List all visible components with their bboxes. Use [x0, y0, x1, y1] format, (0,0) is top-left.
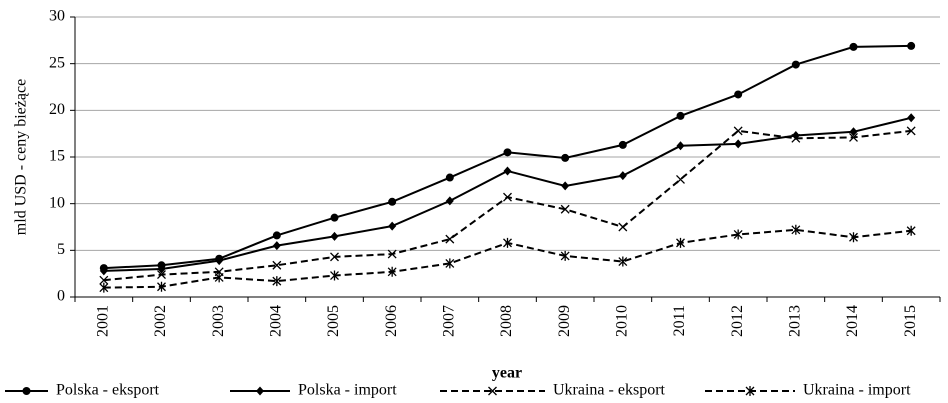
- marker: [503, 166, 512, 176]
- marker: [907, 113, 916, 123]
- marker: [272, 241, 281, 251]
- marker: [157, 270, 166, 280]
- marker: [256, 386, 264, 396]
- x-tick-label: 2002: [152, 305, 169, 337]
- marker: [676, 111, 685, 120]
- marker: [214, 272, 224, 283]
- x-tick-label: 2003: [210, 305, 227, 337]
- marker: [503, 192, 512, 202]
- marker: [99, 266, 108, 276]
- series-line: [103, 116, 912, 272]
- x-tick-label: 2012: [729, 305, 746, 337]
- legend-label: Polska - eksport: [56, 382, 160, 399]
- marker: [387, 249, 397, 259]
- marker: [849, 132, 858, 142]
- marker: [330, 270, 339, 281]
- marker: [330, 252, 339, 262]
- x-tick-label: 2005: [325, 305, 342, 337]
- marker: [676, 237, 685, 248]
- legend-label: Ukraina - import: [803, 382, 911, 399]
- marker: [445, 196, 454, 206]
- marker: [99, 282, 109, 293]
- marker: [745, 386, 755, 396]
- marker: [618, 222, 628, 232]
- y-tick-label: 25: [49, 54, 65, 71]
- x-tick-label: 2010: [614, 305, 631, 337]
- y-tick-label: 10: [49, 194, 65, 211]
- marker: [618, 171, 627, 181]
- x-tick-label: 2007: [441, 305, 458, 337]
- x-tick-label: 2013: [787, 305, 804, 337]
- marker: [849, 232, 858, 243]
- marker: [215, 256, 224, 266]
- marker: [561, 153, 570, 162]
- marker: [330, 231, 339, 241]
- marker: [906, 225, 916, 236]
- marker: [733, 126, 743, 136]
- marker: [618, 140, 627, 149]
- x-tick-label: 2014: [844, 305, 861, 337]
- x-tick-label: 2001: [95, 305, 112, 337]
- x-tick-label: 2004: [268, 305, 285, 337]
- marker: [734, 90, 743, 99]
- marker: [906, 126, 916, 136]
- marker: [734, 139, 743, 149]
- marker: [272, 276, 282, 287]
- marker: [272, 260, 282, 270]
- marker: [907, 41, 916, 50]
- marker: [445, 258, 455, 269]
- marker: [488, 386, 497, 396]
- legend-label: Ukraina - eksport: [553, 382, 666, 399]
- x-tick-label: 2015: [902, 305, 919, 337]
- marker: [388, 221, 397, 231]
- marker: [676, 141, 685, 151]
- x-tick-label: 2009: [556, 305, 573, 337]
- marker: [503, 237, 512, 248]
- x-tick-label: 2008: [498, 305, 515, 337]
- marker: [157, 264, 166, 274]
- marker: [849, 127, 858, 137]
- y-tick-label: 15: [49, 148, 65, 165]
- y-tick-label: 20: [49, 101, 65, 118]
- marker: [99, 275, 109, 285]
- x-axis-label: year: [492, 365, 522, 382]
- marker: [503, 148, 512, 157]
- marker: [791, 224, 801, 235]
- marker: [272, 231, 281, 240]
- marker: [791, 133, 801, 143]
- marker: [618, 256, 628, 267]
- x-tick-label: 2006: [383, 305, 400, 337]
- marker: [157, 281, 166, 292]
- marker: [388, 197, 397, 206]
- marker: [560, 250, 570, 261]
- marker: [445, 173, 454, 182]
- legend-label: Polska - import: [298, 382, 397, 399]
- y-axis-label: mld USD - ceny bieżące: [13, 79, 30, 235]
- marker: [330, 213, 339, 222]
- y-tick-label: 5: [57, 241, 65, 258]
- marker: [560, 204, 570, 214]
- marker: [445, 234, 455, 244]
- marker: [387, 266, 397, 277]
- marker: [676, 174, 685, 184]
- y-tick-label: 0: [57, 288, 65, 305]
- marker: [22, 387, 31, 395]
- marker: [791, 60, 800, 69]
- marker: [849, 42, 858, 51]
- marker: [561, 181, 570, 191]
- x-tick-label: 2011: [671, 305, 688, 336]
- y-tick-label: 30: [49, 8, 65, 25]
- marker: [733, 229, 743, 240]
